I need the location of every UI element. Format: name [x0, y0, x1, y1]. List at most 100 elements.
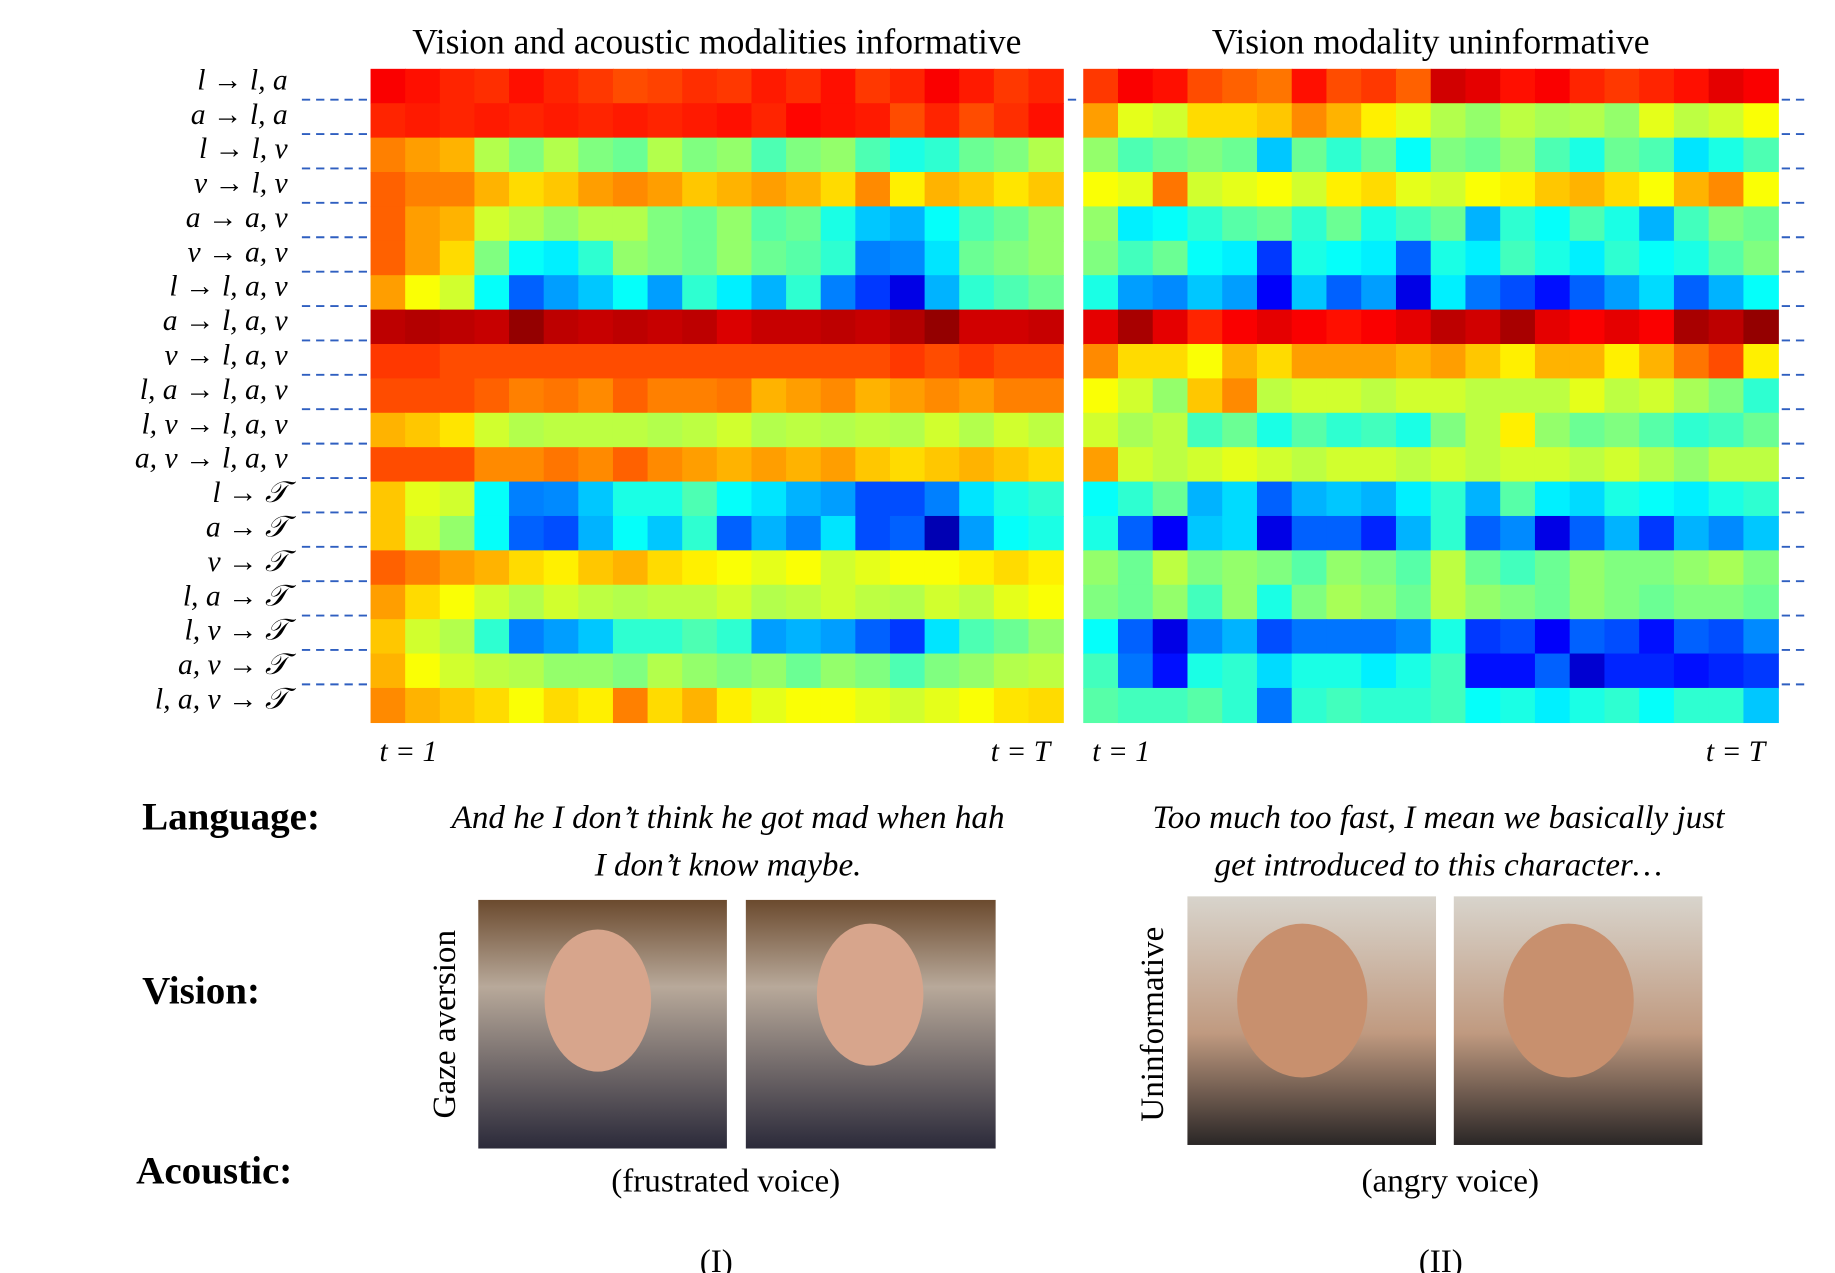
heatmap-cell [544, 378, 579, 413]
heatmap-cell [371, 447, 406, 482]
heatmap-cell [1535, 654, 1570, 689]
heatmap-cell [509, 172, 544, 207]
heatmap-cell [1187, 344, 1222, 379]
heatmap-cell [682, 138, 717, 173]
heatmap-cell [613, 206, 648, 241]
heatmap-cell [1257, 516, 1292, 551]
heatmap-cell [682, 482, 717, 517]
heatmap-cell [717, 447, 752, 482]
heatmap-cell [1431, 310, 1466, 345]
heatmap-cell [959, 172, 994, 207]
heatmap-cell [1028, 172, 1063, 207]
heatmap-cell [1118, 103, 1153, 138]
heatmap-cell [925, 103, 960, 138]
heatmap-cell [1709, 482, 1744, 517]
heatmap-cell [1257, 103, 1292, 138]
heatmap-cell [440, 275, 475, 310]
heatmap-cell [821, 585, 856, 620]
heatmap-cell [1639, 619, 1674, 654]
heatmap-cell [613, 103, 648, 138]
heatmap-cell [509, 585, 544, 620]
heatmap-cell [613, 413, 648, 448]
heatmap-cell [1153, 619, 1188, 654]
heatmap-cell [1709, 516, 1744, 551]
heatmap-cell [1028, 241, 1063, 276]
acoustic-note: (frustrated voice) [611, 1163, 840, 1200]
heatmap-cell [1535, 585, 1570, 620]
heatmap-cell [1361, 103, 1396, 138]
heatmap-cell [994, 138, 1029, 173]
heatmap-cell [1535, 344, 1570, 379]
heatmap-cell [1709, 447, 1744, 482]
heatmap-cell [578, 172, 613, 207]
heatmap-cell [994, 516, 1029, 551]
heatmap-cell [1222, 275, 1257, 310]
face [545, 930, 652, 1072]
heatmap-cell [1500, 206, 1535, 241]
heatmap-cell [682, 550, 717, 585]
heatmap-cell [1257, 654, 1292, 689]
heatmap-cell [855, 585, 890, 620]
row-label: a, v → l, a, v [135, 443, 289, 475]
heatmap-cell [959, 413, 994, 448]
heatmap-cell [1361, 550, 1396, 585]
heatmap-cell [648, 413, 683, 448]
heatmap-cell [371, 69, 406, 104]
heatmap-cell [925, 688, 960, 723]
heatmap-cell [578, 516, 613, 551]
heatmap-cell [1326, 619, 1361, 654]
heatmap-cell [890, 688, 925, 723]
heatmap-cell [751, 550, 786, 585]
heatmap-cell [578, 619, 613, 654]
heatmap-cell [509, 516, 544, 551]
row-label: a, v → 𝒯 [178, 649, 297, 681]
heatmap-cell [1257, 482, 1292, 517]
heatmap-cell [405, 516, 440, 551]
heatmap-cell [1028, 482, 1063, 517]
heatmap-cell [648, 482, 683, 517]
heatmap-cell [821, 69, 856, 104]
heatmap-cell [855, 688, 890, 723]
heatmap-cell [1639, 138, 1674, 173]
heatmap-cell [1257, 275, 1292, 310]
heatmap-cell [1396, 516, 1431, 551]
heatmap-cell [821, 275, 856, 310]
heatmap-cell [474, 103, 509, 138]
heatmap-cell [1028, 585, 1063, 620]
heatmap-cell [994, 310, 1029, 345]
heatmap-cell [682, 241, 717, 276]
heatmap-cell [1465, 654, 1500, 689]
heatmap-cell [1292, 275, 1327, 310]
heatmap-cell [1257, 550, 1292, 585]
heatmap-cell [1361, 688, 1396, 723]
heatmap-cell [1570, 241, 1605, 276]
heatmap-cell [925, 69, 960, 104]
heatmap-cell [648, 585, 683, 620]
heatmap-cell [1326, 103, 1361, 138]
heatmap-cell [1465, 344, 1500, 379]
heatmap-cell [786, 103, 821, 138]
heatmap-cell [1083, 69, 1118, 104]
heatmap-cell [371, 172, 406, 207]
heatmap-cell [405, 310, 440, 345]
heatmap-cell [1535, 550, 1570, 585]
heatmap-cell [786, 447, 821, 482]
heatmap-cell [925, 654, 960, 689]
heatmap-cell [544, 619, 579, 654]
heatmap-cell [1083, 310, 1118, 345]
heatmap-cell [1153, 482, 1188, 517]
heatmap-cell [544, 550, 579, 585]
heatmap-cell [994, 206, 1029, 241]
heatmap-cell [1292, 654, 1327, 689]
heatmap-cell [474, 275, 509, 310]
heatmap-cell [1361, 654, 1396, 689]
heatmap-cell [855, 241, 890, 276]
heatmap-cell [371, 241, 406, 276]
heatmap-cell [717, 550, 752, 585]
heatmap-cell [1743, 516, 1778, 551]
heatmap-cell [474, 482, 509, 517]
heatmap-cell [509, 138, 544, 173]
heatmap-cell [371, 103, 406, 138]
heatmap-cell [682, 619, 717, 654]
heatmap-cell [578, 482, 613, 517]
